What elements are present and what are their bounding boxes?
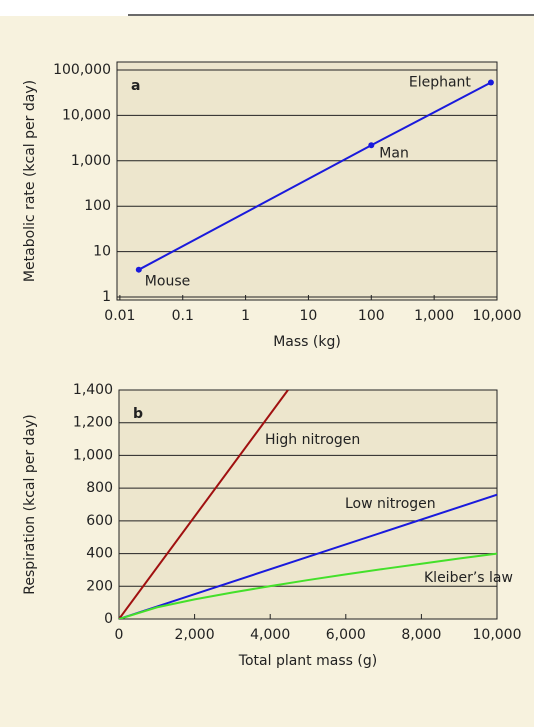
series-label: High nitrogen <box>265 432 360 448</box>
x-tick-label: 1 <box>241 308 250 324</box>
y-axis-label: Respiration (kcal per day) <box>22 414 38 595</box>
x-tick-label: 10,000 <box>473 308 522 324</box>
x-tick-label: 1,000 <box>414 308 454 324</box>
panel-label: b <box>133 406 143 422</box>
y-tick-label: 1,000 <box>73 447 113 463</box>
plot-area <box>117 62 497 300</box>
y-tick-label: 0 <box>104 611 113 627</box>
x-axis-label: Total plant mass (g) <box>238 653 377 669</box>
series-line <box>119 390 289 619</box>
y-tick-label: 100 <box>84 198 111 214</box>
data-point <box>368 142 375 149</box>
x-tick-label: 4,000 <box>250 627 290 643</box>
x-tick-label: 0 <box>115 627 124 643</box>
panel-label: a <box>131 78 140 94</box>
x-tick-label: 2,000 <box>175 627 215 643</box>
x-axis-label: Mass (kg) <box>273 334 341 350</box>
x-tick-label: 8,000 <box>401 627 441 643</box>
data-point <box>487 79 494 86</box>
x-tick-label: 10 <box>300 308 318 324</box>
x-tick-label: 10,000 <box>473 627 522 643</box>
y-tick-label: 1,200 <box>73 415 113 431</box>
series-line <box>119 493 497 619</box>
y-tick-label: 1,000 <box>71 153 111 169</box>
plot-frame <box>116 61 498 301</box>
y-tick-label: 400 <box>86 546 113 562</box>
x-tick-label: 0.01 <box>104 308 135 324</box>
point-label: Elephant <box>409 75 472 91</box>
series-line <box>119 552 497 619</box>
x-tick-label: 100 <box>358 308 385 324</box>
y-tick-label: 1,400 <box>73 382 113 398</box>
y-tick-label: 600 <box>86 513 113 529</box>
series-label: Low nitrogen <box>345 496 436 512</box>
x-tick-label: 6,000 <box>326 627 366 643</box>
point-label: Man <box>379 145 409 161</box>
y-tick-label: 200 <box>86 578 113 594</box>
y-tick-label: 10 <box>93 244 111 260</box>
plot-frame <box>118 389 498 620</box>
x-tick-label: 0.1 <box>172 308 194 324</box>
y-tick-label: 800 <box>86 480 113 496</box>
y-tick-label: 10,000 <box>62 107 111 123</box>
y-tick-label: 100,000 <box>53 62 111 78</box>
data-point <box>135 266 142 273</box>
point-label: Mouse <box>145 274 190 290</box>
y-tick-label: 1 <box>102 289 111 305</box>
series-label: Kleiber’s law <box>424 570 513 586</box>
y-axis-label: Metabolic rate (kcal per day) <box>22 80 38 282</box>
